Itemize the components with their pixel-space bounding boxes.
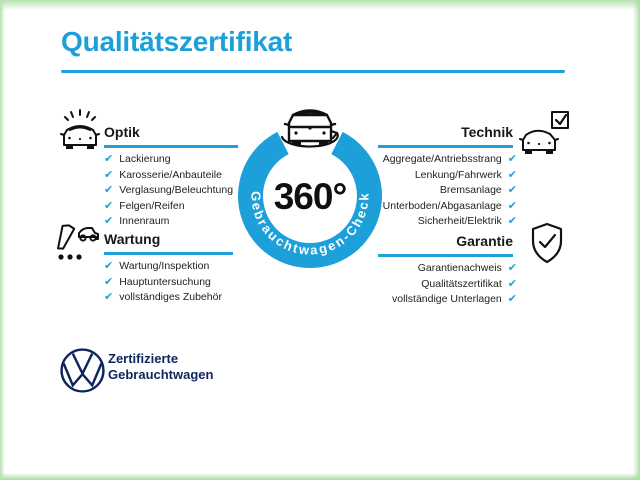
check-icon: ✔: [104, 275, 114, 288]
page-title: Qualitätszertifikat: [61, 26, 293, 57]
check-icon: ✔: [104, 184, 114, 196]
check-icon: ✔: [104, 215, 114, 227]
check-item: ✔ vollständiges Zubehör: [104, 291, 222, 303]
check-icon: ✔: [507, 262, 517, 274]
check-item: ✔ Verglasung/Beleuchtung: [104, 184, 234, 196]
service-checklist-icon: [52, 221, 102, 267]
check-item: ✔ Hauptuntersuchung: [104, 275, 211, 288]
brand-line-2: Gebrauchtwagen: [108, 366, 214, 382]
360-degree-label: 360°: [273, 176, 348, 217]
check-item: Unterboden/Abgasanlage ✔: [382, 199, 517, 212]
section-underline-technik: [378, 145, 513, 148]
section-underline-wartung: [104, 252, 233, 255]
check-item: ✔ Karosserie/Anbauteile: [104, 168, 222, 181]
section-underline-garantie: [378, 254, 513, 257]
brand-claim: Zertifizierte Gebrauchtwagen: [108, 351, 213, 382]
section-underline-optik: [104, 145, 238, 148]
360-check-ring: Gebrauchtwagen-Check: [225, 111, 395, 281]
check-item: Aggregate/Antriebsstrang ✔: [382, 153, 517, 165]
page-edge-top: [0, 0, 640, 10]
garantie-list: Garantienachweis ✔ Qualitätszertifikat ✔…: [392, 263, 517, 305]
page-edge-left: [0, 0, 5, 480]
page-edge-bottom: [0, 473, 640, 480]
check-item: Sicherheit/Elektrik ✔: [417, 215, 517, 227]
check-icon: ✔: [104, 168, 114, 181]
check-icon: ✔: [104, 291, 114, 303]
vw-logo: [59, 347, 106, 394]
check-icon: ✔: [507, 184, 517, 196]
check-item: Qualitätszertifikat ✔: [421, 277, 517, 290]
section-title-garantie: Garantie: [456, 233, 513, 249]
wartung-list: ✔ Wartung/Inspektion ✔ Hauptuntersuchung…: [104, 261, 222, 303]
car-rotation-icon: [271, 99, 349, 157]
section-title-wartung: Wartung: [104, 231, 161, 247]
check-item: Bremsanlage ✔: [439, 184, 517, 196]
check-icon: ✔: [507, 277, 517, 290]
headline-divider: [61, 70, 565, 73]
page-edge-right: [633, 0, 640, 480]
check-item: ✔ Lackierung: [104, 153, 171, 165]
check-icon: ✔: [104, 260, 114, 272]
check-item: ✔ Wartung/Inspektion: [104, 260, 210, 272]
check-item: ✔ Innenraum: [104, 215, 170, 227]
check-item: Garantienachweis ✔: [417, 262, 517, 274]
brand-line-1: Zertifizierte: [108, 351, 179, 366]
section-title-technik: Technik: [461, 124, 513, 140]
shield-check-icon: [528, 221, 566, 265]
check-icon: ✔: [104, 199, 114, 212]
technik-list: Aggregate/Antriebsstrang ✔ Lenkung/Fahrw…: [383, 154, 517, 227]
car-checkbox-icon: [518, 110, 572, 156]
optik-list: ✔ Lackierung ✔ Karosserie/Anbauteile ✔ V…: [104, 154, 233, 227]
check-icon: ✔: [507, 199, 517, 212]
check-item: ✔ Felgen/Reifen: [104, 199, 185, 212]
check-icon: ✔: [507, 153, 517, 165]
check-icon: ✔: [104, 153, 114, 165]
check-icon: ✔: [507, 293, 517, 305]
section-title-optik: Optik: [104, 124, 140, 140]
check-icon: ✔: [507, 215, 517, 227]
check-item: Lenkung/Fahrwerk ✔: [414, 168, 517, 181]
car-shine-icon: [57, 107, 103, 153]
check-item: vollständige Unterlagen ✔: [392, 293, 517, 305]
check-icon: ✔: [507, 168, 517, 181]
